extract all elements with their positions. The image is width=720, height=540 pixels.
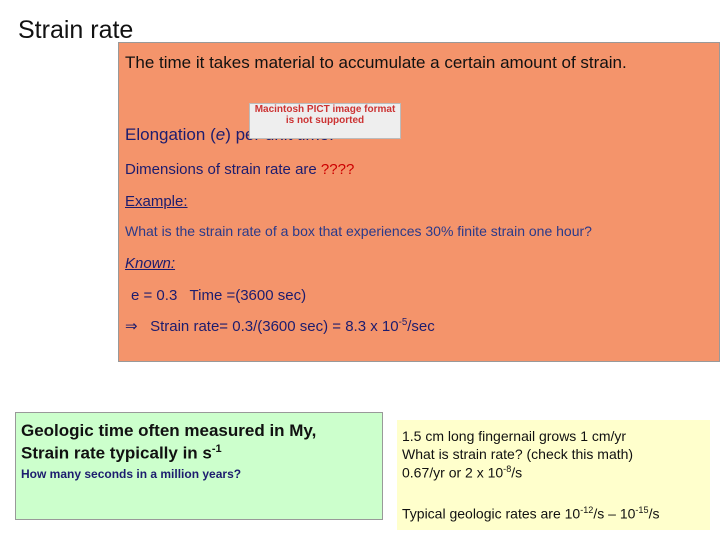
example-heading: Example:: [125, 193, 188, 210]
question-text: What is the strain rate of a box that ex…: [125, 223, 592, 239]
fingernail-box: 1.5 cm long fingernail grows 1 cm/yr Wha…: [397, 420, 710, 530]
nail-line: What is strain rate? (check this math): [402, 446, 634, 462]
text: /sec: [407, 318, 435, 335]
definition-box: The time it takes material to accumulate…: [118, 42, 720, 362]
nail-line: 1.5 cm long fingernail grows 1 cm/yr: [402, 428, 627, 444]
dimensions-text: Dimensions of strain rate are ????: [125, 161, 354, 178]
text: 0.67/yr or 2 x 10: [402, 464, 504, 481]
geo-line: Geologic time often measured in My,: [21, 421, 317, 440]
slide-title: Strain rate: [18, 16, 134, 44]
arrow: ⇒: [125, 318, 138, 335]
typical-rates: Typical geologic rates are 10-12/s – 10-…: [402, 505, 659, 522]
result-line: ⇒ Strain rate= 0.3/(3600 sec) = 8.3 x 10…: [125, 317, 435, 335]
question-marks: ????: [320, 161, 355, 178]
geo-note: How many seconds in a million years?: [21, 467, 242, 481]
text: /s: [511, 464, 523, 481]
text: Elongation (: [125, 125, 216, 144]
geologic-box: Geologic time often measured in My, Stra…: [15, 412, 383, 520]
exponent: -5: [398, 317, 408, 328]
known-line: e = 0.3 Time =(3600 sec): [131, 287, 307, 304]
text: Strain rate typically in s: [21, 443, 212, 463]
geo-line: Strain rate typically in s-1: [21, 443, 222, 464]
symbol: e: [215, 125, 226, 144]
text: /s: [648, 505, 660, 522]
text: Strain rate= 0.3/(3600 sec) = 8.3 x 10: [150, 318, 399, 335]
known-heading: Known:: [125, 255, 176, 272]
text: /s – 10: [593, 505, 636, 522]
image-placeholder: Macintosh PICT image format is not suppo…: [249, 103, 401, 139]
text: Dimensions of strain rate are: [125, 161, 321, 178]
nail-line: 0.67/yr or 2 x 10-8/s: [402, 464, 522, 481]
text: Typical geologic rates are 10: [402, 505, 581, 522]
exponent: -8: [503, 464, 512, 474]
intro-text: The time it takes material to accumulate…: [125, 53, 627, 72]
exponent: -1: [211, 443, 222, 455]
exponent: -15: [635, 505, 649, 515]
exponent: -12: [580, 505, 594, 515]
